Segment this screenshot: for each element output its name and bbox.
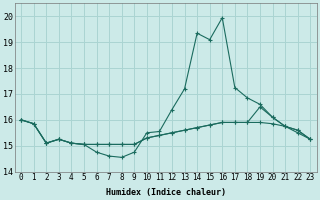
X-axis label: Humidex (Indice chaleur): Humidex (Indice chaleur) — [106, 188, 226, 197]
